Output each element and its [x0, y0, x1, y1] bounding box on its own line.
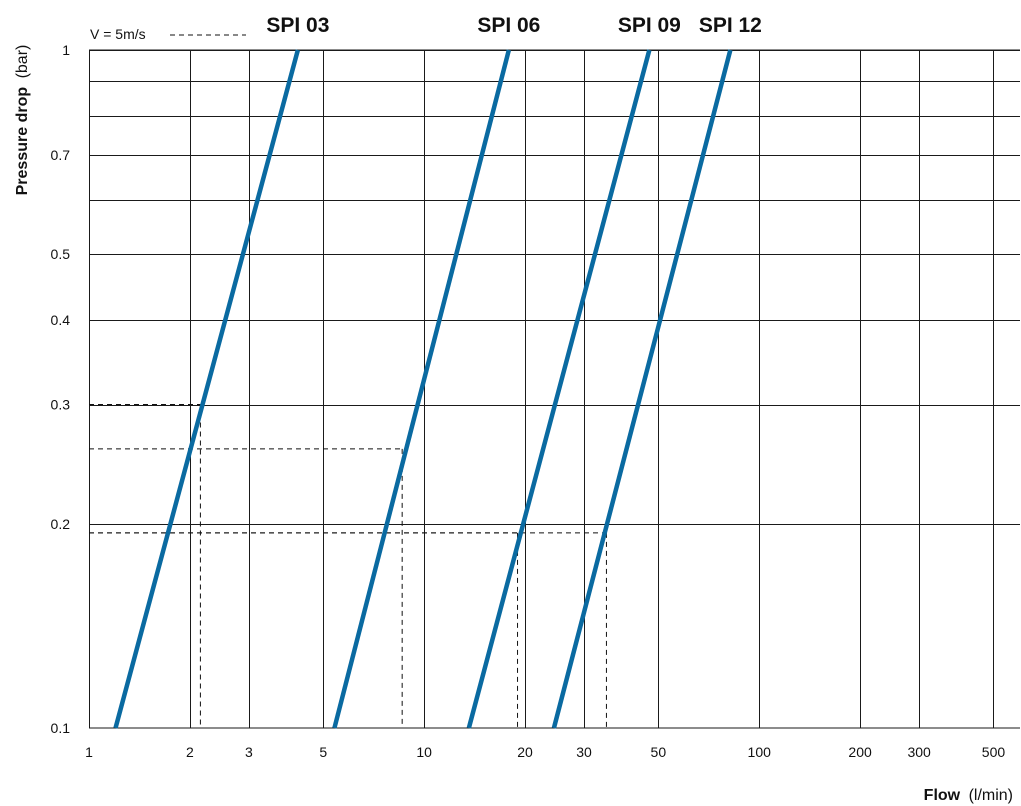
- y-axis-label: Pressure drop: [14, 87, 31, 196]
- x-tick-label: 100: [748, 744, 772, 760]
- x-tick-label: 3: [245, 744, 253, 760]
- y-tick-label: 1: [62, 42, 70, 58]
- series-line: [332, 49, 512, 729]
- grid: [89, 49, 1020, 729]
- series-label: SPI 12: [699, 14, 762, 37]
- series-line: [113, 49, 301, 729]
- y-tick-label: 0.3: [51, 397, 71, 413]
- x-tick-label: 2: [186, 744, 194, 760]
- y-tick-label: 0.7: [51, 147, 71, 163]
- series-label: SPI 09: [618, 14, 681, 37]
- y-tick-label: 0.5: [51, 246, 71, 262]
- x-tick-label: 200: [848, 744, 872, 760]
- series-line: [551, 49, 733, 729]
- series-label: SPI 06: [477, 14, 540, 37]
- x-tick-label: 30: [576, 744, 592, 760]
- y-tick-label: 0.1: [51, 720, 71, 736]
- x-axis-unit: (l/min): [969, 787, 1013, 804]
- y-axis-title: Pressure drop (bar): [14, 45, 31, 196]
- x-tick-label: 50: [651, 744, 667, 760]
- series-lines: [113, 49, 733, 729]
- legend-label: V = 5m/s: [90, 26, 146, 42]
- series-labels: SPI 03 SPI 06 SPI 09 SPI 12: [266, 14, 762, 37]
- y-tick-label: 0.4: [51, 312, 71, 328]
- x-tick-label: 20: [517, 744, 533, 760]
- x-tick-label: 300: [907, 744, 931, 760]
- series-label: SPI 03: [266, 14, 329, 37]
- x-axis-label: Flow: [924, 787, 961, 804]
- series-line: [466, 49, 652, 729]
- x-tick-label: 500: [982, 744, 1006, 760]
- tick-labels: 1 2 3 5 10 20 30 50 100 200 300 500 0.1 0.2 0.3 0.4 0.5 0…: [51, 42, 1006, 760]
- y-axis-unit: (bar): [14, 45, 31, 79]
- x-tick-label: 5: [319, 744, 327, 760]
- reference-guides: [89, 404, 607, 728]
- y-tick-label: 0.2: [51, 516, 71, 532]
- x-tick-label: 1: [85, 744, 93, 760]
- x-tick-label: 10: [416, 744, 432, 760]
- x-axis-title: Flow (l/min): [924, 787, 1013, 804]
